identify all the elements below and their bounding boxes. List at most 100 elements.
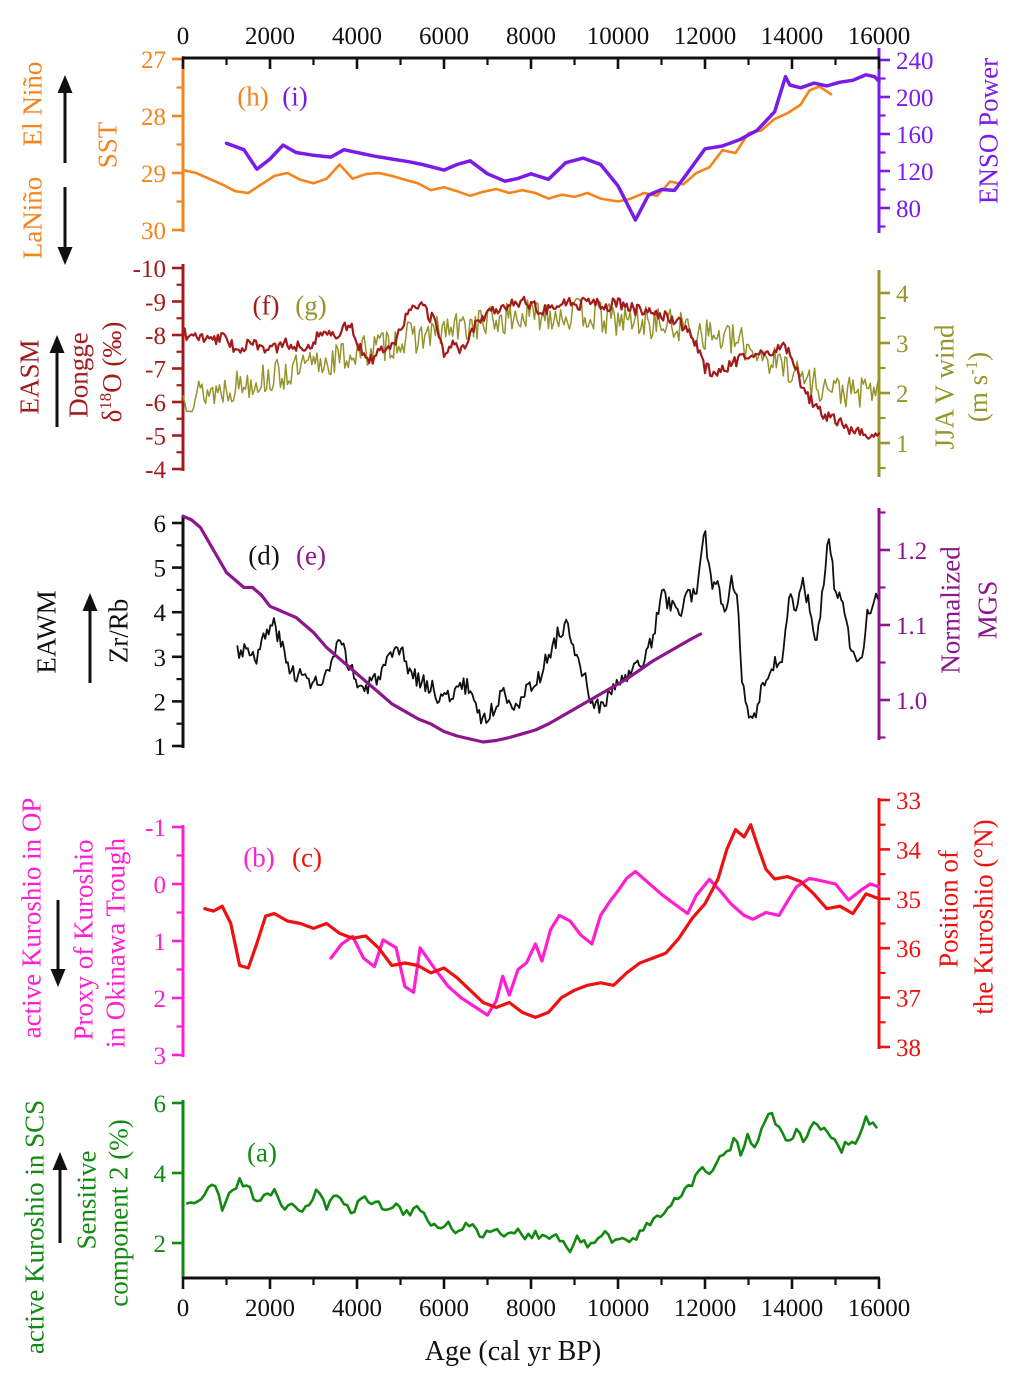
panel-label-f: (f) [252,290,280,321]
series-sst [181,85,833,203]
jja-units-pre: (m s [963,374,993,423]
x-tick-label: 4000 [332,23,382,50]
tick-label-zrrb: 2 [154,689,167,716]
annotation-la-nino: LaNiño [17,176,48,260]
tick-label-enso: 200 [896,85,934,112]
axis-title-sst: SST [92,121,123,169]
panel-label-i: (i) [282,81,308,112]
d18o-rest: O (‰) [97,321,127,393]
axis-title-sensitive-line2: component 2 (%) [103,1119,134,1307]
tick-label-pos: 38 [896,1035,921,1062]
axis-title-mgs: MGS [972,580,1003,640]
arrow-head-up [52,1152,68,1170]
tick-label-mgs: 1.2 [896,538,927,565]
series-sc2 [186,1111,878,1254]
series-zrrb [236,530,879,725]
annotation-easm: EASM [14,339,45,415]
annotation-kuroshio-scs: active Kuroshio in SCS [19,1099,50,1355]
axis-title-zr-rb: Zr/Rb [103,598,134,664]
panel-label-a: (a) [247,1137,277,1168]
tick-label-jja: 4 [896,281,909,308]
x-tick-label: 12000 [674,23,737,50]
arrow-head-up [57,75,73,93]
tick-label-enso: 120 [896,159,934,186]
tick-label-jja: 1 [896,431,909,458]
axis-title-d18o: δ18O (‰) [96,321,127,423]
series-proxy [329,869,881,1017]
axis-title-jja-line1: JJA V wind [929,324,960,450]
jja-units-post: ) [963,351,993,361]
tick-label-mgs: 1.0 [896,688,927,715]
tick-label-sc2: 4 [154,1161,167,1188]
tick-label-pos: 35 [896,887,921,914]
tick-label-d18o: -5 [145,424,166,451]
x-tick-label: 0 [177,23,190,50]
tick-label-sst: 28 [141,104,166,131]
x-tick-label: 8000 [506,23,556,50]
tick-label-sst: 27 [141,47,166,74]
x-tick-label: 10000 [587,23,650,50]
d18o-delta: δ [97,409,127,423]
x-tick-label: 2000 [245,1295,295,1322]
tick-label-jja: 3 [896,331,909,358]
jja-units-superscript: -1 [962,360,981,375]
arrow-head-up [82,593,98,611]
x-tick-label: 2000 [245,23,295,50]
tick-label-d18o: -6 [145,390,166,417]
tick-label-pos: 34 [896,837,922,864]
tick-label-zrrb: 6 [154,511,167,538]
series-jja [182,297,880,413]
series-mgs [181,514,703,744]
series-pos [203,823,881,1020]
arrow-head-up [49,335,65,353]
arrow-head-down [50,969,66,987]
axis-title-proxy-line2: in Okinawa Trough [100,837,131,1049]
tick-label-zrrb: 4 [154,600,167,627]
tick-label-zrrb: 5 [154,556,167,583]
axis-title-dongge: Dongge [63,332,94,418]
tick-label-proxy: 2 [154,986,167,1013]
tick-label-jja: 2 [896,381,909,408]
tick-label-zrrb: 1 [154,734,167,761]
panel-label-d: (d) [248,540,280,571]
x-tick-label: 14000 [761,1295,824,1322]
axis-title-position-line2: the Kuroshio (°N) [968,819,999,1015]
panel-label-e: (e) [296,540,326,571]
tick-label-pos: 33 [896,788,921,815]
arrow-head-down [57,247,73,265]
tick-label-d18o: -9 [145,290,166,317]
tick-label-d18o: -7 [145,357,166,384]
panel-label-b: (b) [243,842,275,873]
tick-label-enso: 80 [896,196,921,223]
tick-label-d18o: -8 [145,323,166,350]
annotation-kuroshio-op: active Kuroshio in OP [16,797,47,1039]
panel-label-h: (h) [237,81,269,112]
axis-title-normalized: Normalized [935,546,966,674]
tick-label-sc2: 6 [154,1091,167,1118]
annotation-el-nino: El Niño [17,61,48,147]
annotation-eawm: EAWM [31,590,62,674]
d18o-superscript: 18 [96,392,115,410]
tick-label-sst: 30 [141,218,166,245]
tick-label-zrrb: 3 [154,645,167,672]
tick-label-proxy: 1 [154,929,167,956]
tick-label-pos: 37 [896,986,921,1013]
axis-title-proxy-line1: Proxy of Kuroshio [68,839,99,1041]
x-tick-label: 16000 [848,23,911,50]
tick-label-enso: 160 [896,122,934,149]
panel-label-c: (c) [292,842,322,873]
panel-label-g: (g) [295,290,327,321]
tick-label-proxy: 0 [154,872,167,899]
axis-title-jja-line2: (m s-1) [962,351,993,423]
tick-label-d18o: -4 [145,457,166,484]
x-axis-title: Age (cal yr BP) [424,1336,602,1367]
x-tick-label: 6000 [419,1295,469,1322]
tick-label-sst: 29 [141,161,166,188]
tick-label-pos: 36 [896,936,921,963]
x-tick-label: 14000 [761,23,824,50]
x-tick-label: 10000 [587,1295,650,1322]
tick-label-mgs: 1.1 [896,613,927,640]
axis-title-sensitive-line1: Sensitive [71,1150,102,1250]
